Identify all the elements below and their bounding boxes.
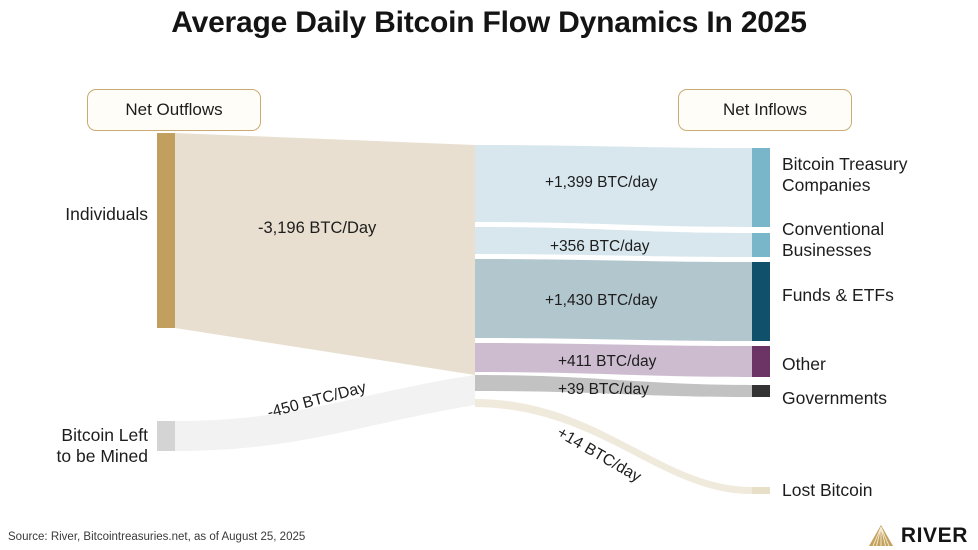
flow-band-funds bbox=[475, 259, 752, 341]
node-label-bitcoin-left-to-be-mined: Bitcoin Left to be Mined bbox=[56, 425, 148, 466]
node-bar-funds bbox=[752, 262, 770, 341]
river-brand-logo: RIVER bbox=[868, 524, 968, 548]
flow-label-conventional: +356 BTC/day bbox=[550, 238, 650, 255]
node-bar-treasury bbox=[752, 148, 770, 227]
flow-label-individuals-outflow: -3,196 BTC/Day bbox=[258, 219, 377, 237]
flow-band-other bbox=[475, 343, 752, 377]
node-bar-lost bbox=[752, 487, 770, 494]
node-label-bitcoin-treasury-companies: Bitcoin Treasury Companies bbox=[782, 154, 908, 195]
flow-band-mined-trunk bbox=[175, 375, 475, 451]
node-label-other: Other bbox=[782, 354, 826, 374]
flow-band-lost bbox=[475, 399, 752, 494]
node-bar-conventional bbox=[752, 233, 770, 257]
flow-label-treasury: +1,399 BTC/day bbox=[545, 174, 658, 191]
flow-band-conventional bbox=[475, 227, 752, 257]
source-note: Source: River, Bitcointreasuries.net, as… bbox=[8, 531, 306, 543]
node-label-individuals: Individuals bbox=[65, 204, 148, 224]
node-bar-other bbox=[752, 346, 770, 377]
flow-band-treasury bbox=[475, 145, 752, 227]
node-label-governments: Governments bbox=[782, 388, 888, 408]
flow-band-governments bbox=[475, 375, 752, 397]
node-label-lost-bitcoin: Lost Bitcoin bbox=[782, 480, 873, 500]
node-bar-governments bbox=[752, 385, 770, 397]
node-label-funds-and-etfs: Funds & ETFs bbox=[782, 285, 894, 305]
flow-label-funds: +1,430 BTC/day bbox=[545, 292, 658, 309]
page-title: Average Daily Bitcoin Flow Dynamics In 2… bbox=[171, 6, 807, 39]
flow-label-governments: +39 BTC/day bbox=[558, 381, 649, 398]
node-bar-mined bbox=[157, 421, 175, 451]
node-bar-individuals bbox=[157, 133, 175, 328]
net-outflows-pill: Net Outflows bbox=[87, 89, 261, 131]
river-wordmark: RIVER bbox=[900, 524, 968, 547]
node-label-conventional-businesses: Conventional Businesses bbox=[782, 219, 885, 260]
river-mountain-logo-icon bbox=[868, 525, 893, 547]
flow-band-individuals-trunk bbox=[175, 133, 475, 375]
net-inflows-pill: Net Inflows bbox=[678, 89, 852, 131]
flow-label-other: +411 BTC/day bbox=[558, 353, 657, 370]
